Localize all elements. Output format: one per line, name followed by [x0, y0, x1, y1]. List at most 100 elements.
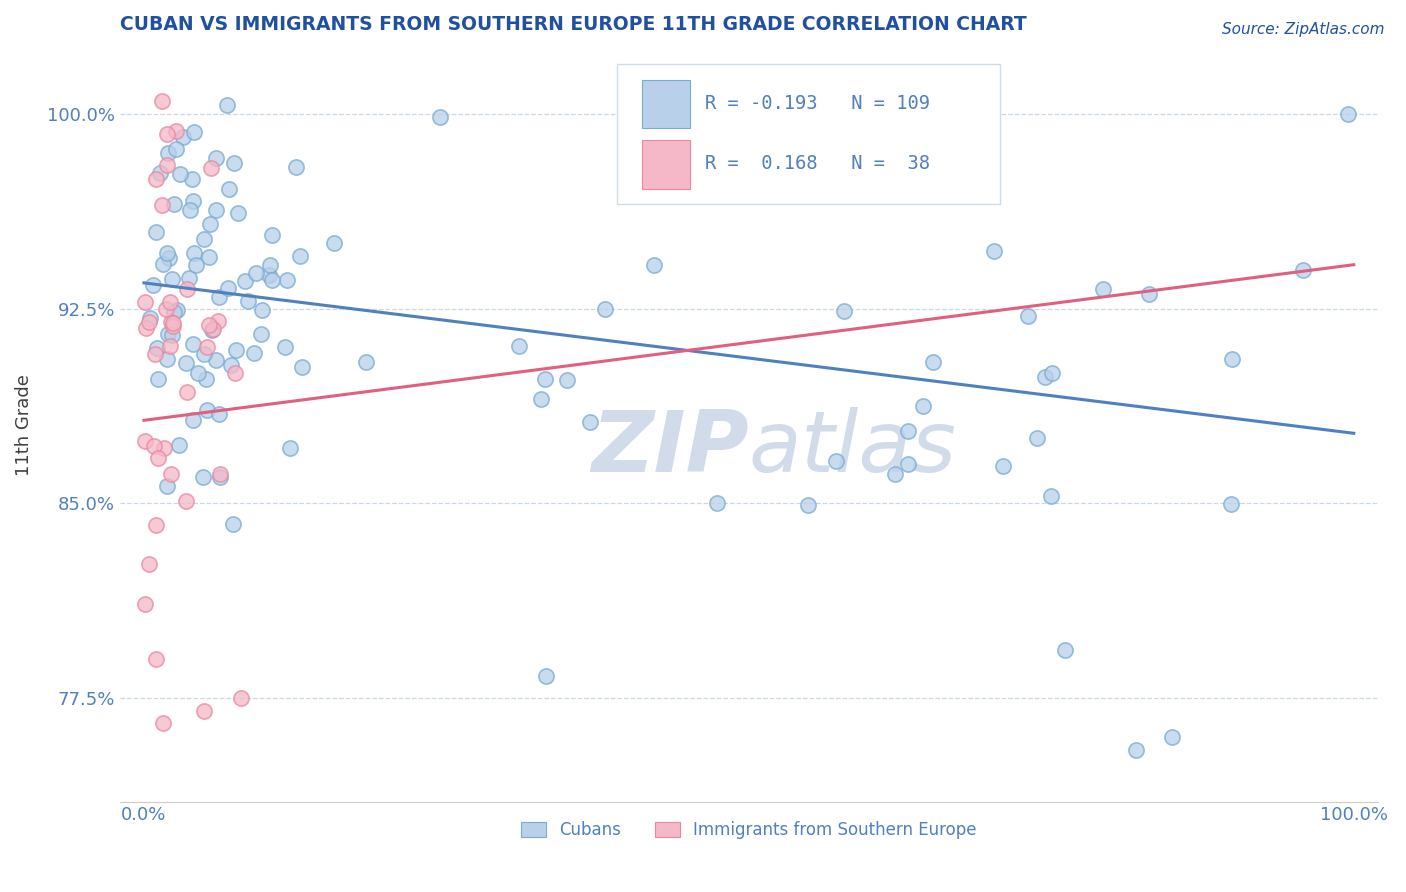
Point [922, 355, 945, 369]
Point [897, 424, 920, 438]
Point [260, 273, 283, 287]
Point [797, 499, 820, 513]
Point [643, 258, 665, 272]
Point [1161, 730, 1184, 744]
Point [146, 341, 169, 355]
Point [260, 227, 283, 242]
Point [162, 317, 184, 331]
Point [983, 244, 1005, 258]
Point [174, 356, 197, 370]
Point [134, 295, 156, 310]
Point [201, 323, 224, 337]
Point [138, 311, 160, 326]
Point [813, 110, 835, 124]
Point [195, 372, 218, 386]
Point [205, 353, 228, 368]
Point [167, 438, 190, 452]
Point [181, 194, 204, 208]
Point [155, 301, 177, 316]
Point [530, 392, 553, 406]
Point [1137, 287, 1160, 301]
Point [201, 322, 224, 336]
Point [152, 257, 174, 271]
Text: R = -0.193   N = 109: R = -0.193 N = 109 [704, 94, 929, 113]
Point [288, 249, 311, 263]
Point [1125, 742, 1147, 756]
Point [152, 716, 174, 731]
Point [183, 125, 205, 139]
Point [578, 415, 600, 429]
Point [1040, 366, 1063, 380]
Point [1220, 497, 1243, 511]
Point [229, 690, 252, 705]
Point [824, 454, 846, 468]
Point [593, 301, 616, 316]
Point [252, 302, 274, 317]
Point [207, 314, 229, 328]
Point [159, 295, 181, 310]
Point [138, 315, 160, 329]
Point [156, 128, 179, 142]
Point [207, 407, 229, 421]
Point [197, 318, 219, 333]
Point [897, 457, 920, 471]
Point [153, 441, 176, 455]
Point [156, 351, 179, 366]
Point [245, 266, 267, 280]
Legend: Cubans, Immigrants from Southern Europe: Cubans, Immigrants from Southern Europe [515, 814, 983, 846]
Point [555, 373, 578, 387]
Point [145, 347, 167, 361]
Point [208, 290, 231, 304]
Point [534, 372, 557, 386]
Point [291, 359, 314, 374]
Point [150, 95, 173, 109]
Point [159, 251, 181, 265]
Point [205, 151, 228, 165]
Point [169, 167, 191, 181]
Point [218, 182, 240, 196]
Y-axis label: 11th Grade: 11th Grade [15, 375, 32, 476]
Point [278, 441, 301, 455]
Point [706, 496, 728, 510]
Point [243, 346, 266, 360]
Point [912, 399, 935, 413]
Point [221, 517, 243, 532]
Point [165, 124, 187, 138]
Point [224, 156, 246, 170]
Point [193, 347, 215, 361]
Point [148, 372, 170, 386]
FancyBboxPatch shape [617, 64, 1001, 203]
Point [184, 258, 207, 272]
Point [162, 318, 184, 333]
Point [181, 172, 204, 186]
Point [145, 172, 167, 186]
Point [215, 97, 238, 112]
Point [1017, 309, 1039, 323]
Point [160, 328, 183, 343]
Point [224, 366, 246, 380]
Point [534, 668, 557, 682]
Text: R =  0.168   N =  38: R = 0.168 N = 38 [704, 154, 929, 173]
Point [429, 111, 451, 125]
Point [183, 336, 205, 351]
Point [179, 202, 201, 217]
Point [172, 130, 194, 145]
Point [285, 160, 308, 174]
Point [195, 403, 218, 417]
Point [1091, 283, 1114, 297]
Point [176, 282, 198, 296]
Point [187, 366, 209, 380]
Point [179, 270, 201, 285]
Point [145, 652, 167, 666]
Point [156, 246, 179, 260]
Point [183, 412, 205, 426]
Point [160, 467, 183, 481]
Point [134, 434, 156, 448]
Point [1039, 489, 1062, 503]
Point [200, 161, 222, 175]
Point [141, 278, 163, 293]
Point [634, 181, 657, 195]
Point [1053, 643, 1076, 657]
Point [134, 598, 156, 612]
Point [150, 198, 173, 212]
